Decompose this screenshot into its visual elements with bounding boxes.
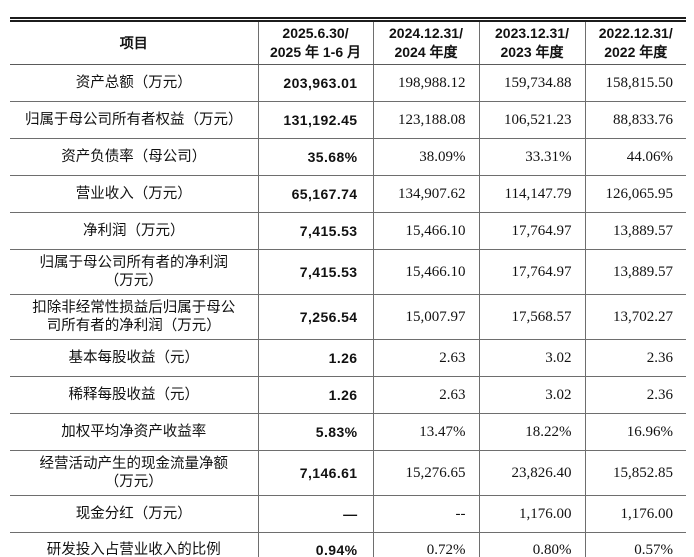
value-cell: 15,466.10 (372, 212, 479, 250)
header-period-2022: 2022.12.31/ 2022 年度 (584, 19, 686, 65)
value-current-period: — (257, 495, 373, 533)
value-cell: 15,466.10 (372, 249, 479, 295)
table-row: 现金分红（万元） — -- 1,176.00 1,176.00 (10, 495, 686, 533)
table-row: 扣除非经常性损益后归属于母公 司所有者的净利润（万元） 7,256.54 15,00… (10, 294, 686, 340)
row-label: 研发投入占营业收入的比例 (10, 532, 258, 557)
value-cell: -- (372, 495, 479, 533)
table-row: 加权平均净资产收益率 5.83% 13.47% 18.22% 16.96% (10, 413, 686, 451)
row-label: 归属于母公司所有者权益（万元） (10, 101, 258, 139)
table-row: 归属于母公司所有者的净利润 （万元） 7,415.53 15,466.10 17,76… (10, 249, 686, 295)
value-cell: 0.80% (478, 532, 585, 557)
value-cell: 44.06% (584, 138, 686, 176)
value-cell: 0.72% (372, 532, 479, 557)
table-row: 归属于母公司所有者权益（万元） 131,192.45 123,188.08 106,5… (10, 101, 686, 139)
table-header: 项目 2025.6.30/ 2025 年 1-6 月 2024.12.31/ 2… (10, 19, 686, 65)
value-cell: 126,065.95 (584, 175, 686, 213)
value-cell: 134,907.62 (372, 175, 479, 213)
value-current-period: 131,192.45 (257, 101, 373, 139)
table-row: 基本每股收益（元） 1.26 2.63 3.02 2.36 (10, 339, 686, 377)
value-cell: 1,176.00 (584, 495, 686, 533)
value-cell: 38.09% (372, 138, 479, 176)
value-cell: 17,568.57 (478, 294, 585, 340)
value-cell: 15,852.85 (584, 450, 686, 496)
table-row: 净利润（万元） 7,415.53 15,466.10 17,764.97 13,889.… (10, 212, 686, 250)
header-period-2023: 2023.12.31/ 2023 年度 (478, 19, 585, 65)
row-label: 加权平均净资产收益率 (10, 413, 258, 451)
header-item-column: 项目 (10, 19, 258, 65)
row-label: 扣除非经常性损益后归属于母公 司所有者的净利润（万元） (10, 294, 258, 340)
value-cell: 17,764.97 (478, 249, 585, 295)
value-current-period: 7,415.53 (257, 249, 373, 295)
value-cell: 13.47% (372, 413, 479, 451)
value-cell: 88,833.76 (584, 101, 686, 139)
value-current-period: 7,256.54 (257, 294, 373, 340)
value-cell: 33.31% (478, 138, 585, 176)
value-current-period: 203,963.01 (257, 64, 373, 102)
value-cell: 123,188.08 (372, 101, 479, 139)
value-cell: 158,815.50 (584, 64, 686, 102)
row-label: 营业收入（万元） (10, 175, 258, 213)
value-current-period: 1.26 (257, 339, 373, 377)
value-current-period: 65,167.74 (257, 175, 373, 213)
row-label: 资产负债率（母公司） (10, 138, 258, 176)
value-current-period: 7,415.53 (257, 212, 373, 250)
value-cell: 114,147.79 (478, 175, 585, 213)
value-cell: 15,276.65 (372, 450, 479, 496)
value-cell: 23,826.40 (478, 450, 585, 496)
value-current-period: 0.94% (257, 532, 373, 557)
value-cell: 17,764.97 (478, 212, 585, 250)
value-cell: 18.22% (478, 413, 585, 451)
value-cell: 16.96% (584, 413, 686, 451)
value-cell: 2.36 (584, 339, 686, 377)
value-cell: 1,176.00 (478, 495, 585, 533)
value-current-period: 7,146.61 (257, 450, 373, 496)
row-label: 归属于母公司所有者的净利润 （万元） (10, 249, 258, 295)
header-period-2024: 2024.12.31/ 2024 年度 (372, 19, 479, 65)
value-cell: 0.57% (584, 532, 686, 557)
value-cell: 13,889.57 (584, 212, 686, 250)
table-row: 营业收入（万元） 65,167.74 134,907.62 114,147.79 126… (10, 175, 686, 213)
value-cell: 106,521.23 (478, 101, 585, 139)
value-cell: 15,007.97 (372, 294, 479, 340)
value-current-period: 5.83% (257, 413, 373, 451)
row-label: 净利润（万元） (10, 212, 258, 250)
row-label: 经营活动产生的现金流量净额 （万元） (10, 450, 258, 496)
value-current-period: 1.26 (257, 376, 373, 414)
table-row: 研发投入占营业收入的比例 0.94% 0.72% 0.80% 0.57% (10, 532, 686, 557)
table-row: 资产总额（万元） 203,963.01 198,988.12 159,734.88 15… (10, 64, 686, 102)
value-cell: 13,889.57 (584, 249, 686, 295)
value-cell: 2.36 (584, 376, 686, 414)
value-cell: 198,988.12 (372, 64, 479, 102)
value-cell: 2.63 (372, 339, 479, 377)
table-row: 稀释每股收益（元） 1.26 2.63 3.02 2.36 (10, 376, 686, 414)
header-period-2025: 2025.6.30/ 2025 年 1-6 月 (257, 19, 373, 65)
value-cell: 2.63 (372, 376, 479, 414)
value-cell: 3.02 (478, 339, 585, 377)
value-cell: 159,734.88 (478, 64, 585, 102)
value-current-period: 35.68% (257, 138, 373, 176)
row-label: 资产总额（万元） (10, 64, 258, 102)
table-row: 资产负债率（母公司） 35.68% 38.09% 33.31% 44.06% (10, 138, 686, 176)
row-label: 基本每股收益（元） (10, 339, 258, 377)
financial-summary-table: 项目 2025.6.30/ 2025 年 1-6 月 2024.12.31/ 2… (10, 17, 686, 557)
table-body: 资产总额（万元） 203,963.01 198,988.12 159,734.88 15… (10, 64, 686, 557)
row-label: 现金分红（万元） (10, 495, 258, 533)
row-label: 稀释每股收益（元） (10, 376, 258, 414)
value-cell: 3.02 (478, 376, 585, 414)
table-row: 经营活动产生的现金流量净额 （万元） 7,146.61 15,276.65 23,82… (10, 450, 686, 496)
value-cell: 13,702.27 (584, 294, 686, 340)
header-row: 项目 2025.6.30/ 2025 年 1-6 月 2024.12.31/ 2… (10, 19, 686, 65)
